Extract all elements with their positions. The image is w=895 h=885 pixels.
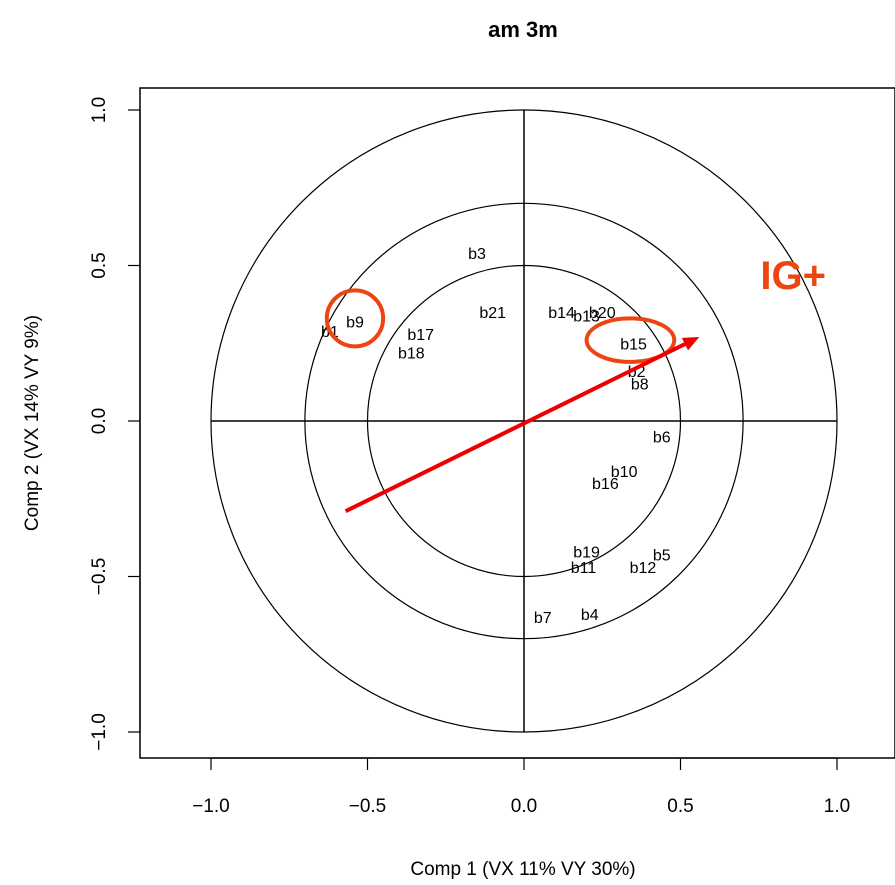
- point-b9: b9: [346, 314, 364, 331]
- point-b19: b19: [573, 545, 600, 562]
- x-tick-label: 0.0: [511, 796, 537, 817]
- point-b17: b17: [407, 327, 434, 344]
- point-b15: b15: [620, 336, 647, 353]
- x-axis: −1.0 −0.5 0.0 0.5 1.0: [192, 758, 850, 817]
- point-b4: b4: [581, 607, 599, 624]
- y-tick-label: −1.0: [89, 713, 110, 751]
- x-axis-title: Comp 1 (VX 11% VY 30%): [410, 859, 635, 880]
- point-b3: b3: [468, 246, 486, 263]
- point-b7: b7: [534, 610, 552, 627]
- x-tick-label: 0.5: [667, 796, 693, 817]
- y-tick-label: 0.0: [89, 408, 110, 434]
- point-b21: b21: [479, 305, 506, 322]
- point-b16: b16: [592, 476, 619, 493]
- chart-title: am 3m: [488, 17, 558, 42]
- y-axis: −1.0 −0.5 0.0 0.5 1.0: [89, 97, 140, 751]
- y-axis-title: Comp 2 (VX 14% VY 9%): [22, 315, 43, 531]
- direction-arrow: [346, 337, 700, 511]
- point-b6: b6: [653, 430, 671, 447]
- arrow-shaft: [346, 344, 685, 511]
- axis-lines: [211, 110, 837, 732]
- x-tick-label: −1.0: [192, 796, 230, 817]
- x-tick-label: −0.5: [349, 796, 387, 817]
- x-tick-label: 1.0: [824, 796, 850, 817]
- point-b18: b18: [398, 346, 425, 363]
- ig-plus-annotation: IG+: [760, 254, 826, 298]
- point-b11: b11: [571, 560, 597, 577]
- point-b14: b14: [548, 305, 575, 322]
- point-b12: b12: [630, 560, 657, 577]
- y-tick-label: −0.5: [89, 558, 110, 596]
- y-tick-label: 1.0: [89, 97, 110, 123]
- y-tick-label: 0.5: [89, 252, 110, 278]
- plot-frame: [140, 88, 895, 758]
- point-b8: b8: [631, 377, 649, 394]
